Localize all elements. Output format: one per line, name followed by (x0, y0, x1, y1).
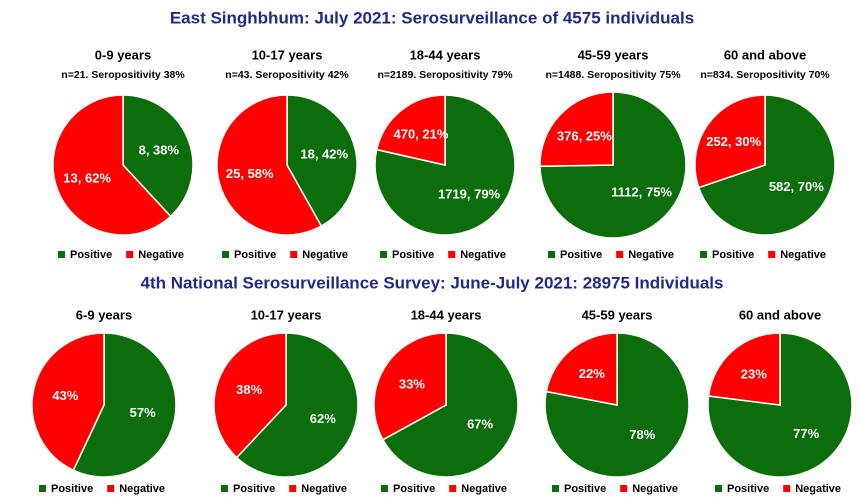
value-label: 252, 30% (706, 134, 761, 149)
value-label: 62% (310, 411, 336, 426)
value-label: 77% (793, 426, 819, 441)
legend-label: Positive (51, 483, 93, 495)
legend-label: Positive (564, 483, 606, 495)
legend-label: Negative (795, 483, 841, 495)
pie-slice (286, 94, 358, 228)
value-label: 13, 62% (63, 171, 111, 186)
legend-label: Positive (392, 249, 434, 261)
legend-label: Negative (301, 483, 347, 495)
legend-swatch (58, 251, 65, 258)
legend-swatch (39, 485, 46, 492)
legend-swatch (449, 485, 457, 492)
chart-title: 18-44 years (410, 47, 481, 62)
legend-label: Positive (234, 249, 276, 261)
legend-swatch (548, 251, 555, 258)
pie-slice (539, 91, 614, 167)
pie-slice (539, 91, 687, 239)
legend-label: Positive (727, 483, 769, 495)
pie-slice (375, 94, 446, 166)
legend-swatch (380, 251, 387, 258)
legend-label: Negative (632, 483, 678, 495)
chart-title: 60 and above (724, 47, 806, 62)
value-label: 25, 58% (226, 166, 274, 181)
legend-swatch (126, 251, 134, 258)
legend-swatch (715, 485, 722, 492)
value-label: 22% (579, 366, 605, 381)
legend-swatch (290, 251, 298, 258)
pie-slice (373, 332, 447, 441)
value-label: 38% (236, 382, 262, 397)
pie-slice (697, 94, 836, 236)
legend-swatch (448, 251, 456, 258)
pie-slice (694, 94, 766, 189)
legend-swatch (700, 251, 707, 258)
pie-slice (381, 332, 519, 478)
legend-label: Negative (302, 249, 348, 261)
legend-swatch (222, 251, 229, 258)
legend-label: Positive (233, 483, 275, 495)
legend-swatch (768, 251, 776, 258)
chart-title: 60 and above (739, 307, 821, 322)
value-label: 470, 21% (393, 126, 448, 141)
legend-swatch (620, 485, 628, 492)
heading: East Singhbhum: July 2021: Serosurveilla… (170, 8, 694, 27)
heading: 4th National Serosurveillance Survey: Ju… (141, 273, 724, 292)
legend-label: Negative (138, 249, 184, 261)
legend-label: Positive (712, 249, 754, 261)
value-label: 67% (467, 417, 493, 432)
value-label: 8, 38% (139, 142, 180, 157)
pie-slice (213, 332, 287, 459)
legend-swatch (289, 485, 297, 492)
chart-title: 45-59 years (582, 307, 653, 322)
legend-label: Positive (70, 249, 112, 261)
chart-title: 10-17 years (252, 47, 323, 62)
legend-swatch (381, 485, 388, 492)
pie-slice (31, 332, 105, 472)
legend-label: Positive (560, 249, 602, 261)
legend-label: Negative (460, 249, 506, 261)
value-label: 18, 42% (300, 147, 348, 162)
legend-label: Negative (119, 483, 165, 495)
pie-slice (707, 332, 781, 406)
legend-swatch (783, 485, 791, 492)
legend-label: Negative (780, 249, 826, 261)
value-label: 43% (52, 388, 78, 403)
value-label: 78% (629, 427, 655, 442)
chart-subtitle: n=21. Seropositivity 38% (61, 69, 185, 81)
value-label: 33% (399, 376, 425, 391)
value-label: 57% (130, 405, 156, 420)
chart-subtitle: n=2189. Seropositivity 79% (377, 69, 513, 81)
value-label: 23% (741, 367, 767, 382)
legend-swatch (107, 485, 115, 492)
chart-title: 18-44 years (411, 307, 482, 322)
value-label: 582, 70% (769, 179, 824, 194)
pie-slice (235, 332, 359, 478)
chart-title: 0-9 years (95, 47, 151, 62)
pie-slice (52, 94, 172, 236)
chart-title: 10-17 years (251, 307, 322, 322)
legend-swatch (221, 485, 228, 492)
pie-slice (216, 94, 323, 236)
chart-title: 45-59 years (578, 47, 649, 62)
chart-subtitle: n=834. Seropositivity 70% (700, 69, 830, 81)
pie-slice (122, 94, 194, 218)
value-label: 1719, 79% (438, 187, 501, 202)
value-label: 1112, 75% (611, 185, 672, 200)
chart-subtitle: n=1488. Seropositivity 75% (545, 69, 681, 81)
legend-label: Negative (461, 483, 507, 495)
pie-slice (545, 332, 618, 406)
legend-swatch (616, 251, 624, 258)
chart-title: 6-9 years (76, 307, 132, 322)
chart-subtitle: n=43. Seropositivity 42% (225, 69, 349, 81)
pie-slice (72, 332, 177, 478)
legend-label: Negative (628, 249, 674, 261)
value-label: 376, 25% (557, 128, 612, 143)
legend-label: Positive (393, 483, 435, 495)
legend-swatch (552, 485, 559, 492)
